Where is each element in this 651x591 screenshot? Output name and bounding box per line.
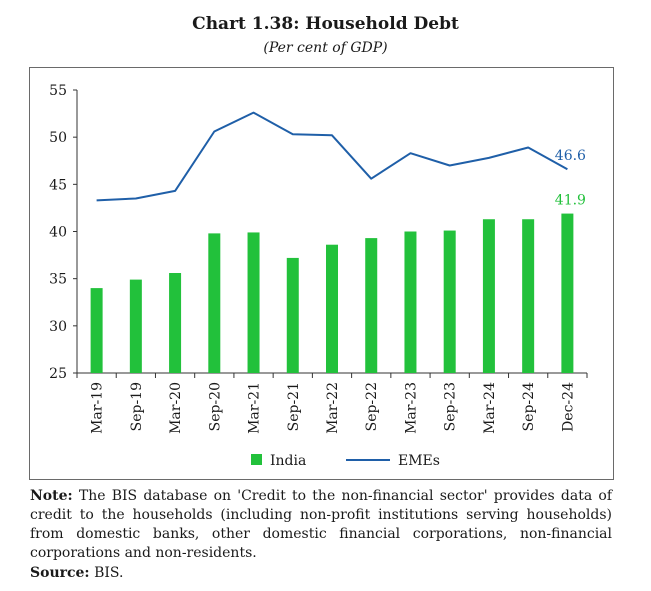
india-bar <box>443 230 456 373</box>
chart-source: Source: BIS. <box>30 565 123 581</box>
india-bar <box>208 233 221 373</box>
india-bar <box>561 213 574 373</box>
x-tick-label: Mar-23 <box>403 382 419 434</box>
x-tick-label: Sep-20 <box>207 382 223 431</box>
source-label: Source: <box>30 565 90 581</box>
y-tick-label: 55 <box>49 83 67 99</box>
source-text: BIS. <box>94 565 124 581</box>
x-tick-label: Sep-24 <box>521 382 537 431</box>
india-bar <box>365 238 378 373</box>
x-tick-label: Sep-19 <box>129 382 145 431</box>
x-tick-label: Sep-22 <box>364 382 380 431</box>
legend-india-label: India <box>270 453 306 469</box>
chart-frame <box>29 67 614 480</box>
india-bar <box>169 273 182 373</box>
chart-title: Chart 1.38: Household Debt <box>192 14 459 34</box>
x-tick-label: Mar-21 <box>247 382 263 434</box>
india-bar <box>522 219 535 373</box>
note-label: Note: <box>30 488 73 504</box>
india-bar <box>129 279 142 373</box>
y-tick-label: 30 <box>49 319 67 335</box>
x-tick-label: Sep-21 <box>286 382 302 431</box>
x-tick-label: Mar-24 <box>482 382 498 434</box>
legend-emes-label: EMEs <box>398 453 440 469</box>
emes-data-label: 46.6 <box>555 148 586 164</box>
x-tick-label: Mar-22 <box>325 382 341 434</box>
india-bar <box>482 219 495 373</box>
y-tick-label: 40 <box>49 225 67 241</box>
y-tick-label: 50 <box>49 130 67 146</box>
emes-line <box>96 111 568 202</box>
india-data-label: 41.9 <box>555 193 586 209</box>
x-tick-label: Dec-24 <box>560 382 576 432</box>
chart-note: Note: The BIS database on 'Credit to the… <box>30 487 612 563</box>
note-text: The BIS database on 'Credit to the non-f… <box>30 488 612 561</box>
india-bar <box>90 288 103 373</box>
y-tick-label: 35 <box>49 272 67 288</box>
x-tick-label: Sep-23 <box>443 382 459 431</box>
india-bar <box>326 244 338 373</box>
india-bar <box>247 232 260 373</box>
x-tick-label: Mar-19 <box>90 382 106 434</box>
india-bar <box>404 231 417 373</box>
x-tick-label: Mar-20 <box>168 382 184 434</box>
india-bar <box>286 257 299 373</box>
legend-india-swatch <box>251 454 262 465</box>
chart-subtitle: (Per cent of GDP) <box>263 40 388 56</box>
y-tick-label: 45 <box>49 177 67 193</box>
y-tick-label: 25 <box>49 366 67 382</box>
